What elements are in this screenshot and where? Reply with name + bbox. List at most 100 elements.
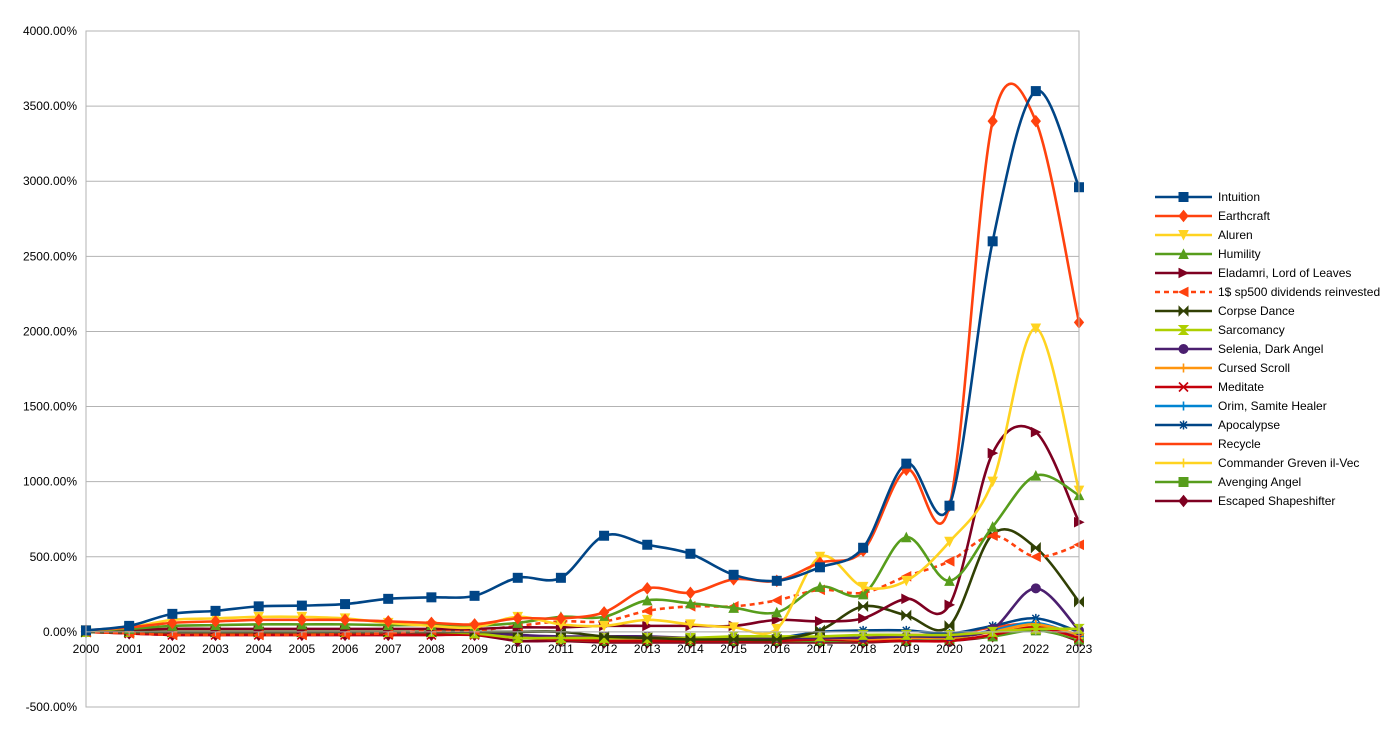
plot-area: [86, 31, 1079, 707]
legend-label: Avenging Angel: [1218, 475, 1301, 489]
legend-item: Humility: [1155, 247, 1261, 261]
data-point: [296, 613, 308, 627]
data-point: [944, 575, 955, 586]
data-point: [339, 613, 351, 627]
legend-item: Sarcomancy: [1155, 323, 1285, 337]
legend-item: Meditate: [1155, 380, 1264, 394]
data-point: [771, 633, 782, 646]
y-tick-label: 2500.00%: [23, 249, 77, 263]
legend-item: Orim, Samite Healer: [1155, 399, 1327, 413]
series-line: [85, 89, 1081, 632]
y-tick-label: -500.00%: [26, 700, 78, 714]
data-point: [555, 612, 567, 625]
legend-label: Sarcomancy: [1218, 323, 1285, 337]
data-point: [124, 620, 135, 631]
data-point: [900, 575, 912, 587]
legend-marker: [1179, 458, 1188, 468]
legend-item: Apocalypse: [1155, 418, 1280, 432]
y-tick-label: 2000.00%: [23, 324, 77, 338]
data-point: [642, 582, 653, 595]
legend-label: Commander Greven il-Vec: [1218, 456, 1359, 470]
legend-label: Eladamri, Lord of Leaves: [1218, 266, 1351, 280]
data-point: [685, 619, 696, 630]
legend-label: Humility: [1218, 247, 1261, 261]
x-tick-label: 2010: [504, 642, 531, 656]
data-point: [857, 588, 869, 600]
data-point: [512, 572, 523, 583]
data-point: [1030, 426, 1042, 438]
legend-label: Earthcraft: [1218, 209, 1271, 223]
legend-label: Escaped Shapeshifter: [1218, 494, 1335, 508]
x-tick-label: 2015: [720, 642, 747, 656]
data-point: [900, 531, 912, 543]
x-tick-label: 2000: [73, 642, 100, 656]
legend-item: Avenging Angel: [1155, 475, 1301, 489]
data-point: [1030, 583, 1041, 594]
data-point: [426, 616, 437, 630]
y-tick-label: 3000.00%: [23, 174, 77, 188]
data-point: [599, 530, 610, 541]
data-point: [641, 614, 653, 626]
data-point: [340, 599, 351, 610]
data-point: [469, 618, 480, 631]
data-point: [685, 633, 696, 646]
data-point: [642, 539, 653, 550]
legend-label: Orim, Samite Healer: [1218, 399, 1327, 413]
data-point: [641, 594, 653, 606]
x-tick-label: 2023: [1066, 642, 1093, 656]
data-point: [1030, 86, 1041, 97]
data-point: [944, 599, 956, 611]
data-point: [987, 447, 999, 459]
legend-marker: [1179, 363, 1188, 373]
legend-item: Cursed Scroll: [1155, 361, 1290, 375]
data-point: [987, 521, 998, 532]
data-point: [555, 572, 566, 583]
data-point: [987, 530, 998, 542]
axes: [85, 30, 1080, 708]
data-point: [685, 548, 696, 559]
legend-marker: [1178, 209, 1189, 223]
x-tick-label: 2016: [763, 642, 790, 656]
data-point: [901, 458, 912, 469]
x-tick-label: 2005: [289, 642, 316, 656]
legend-item: Corpse Dance: [1155, 304, 1295, 318]
x-tick-label: 2006: [332, 642, 359, 656]
legend-label: Meditate: [1218, 380, 1264, 394]
data-point: [814, 581, 826, 592]
data-point: [642, 632, 653, 644]
data-point: [167, 608, 178, 619]
x-tick-label: 2009: [461, 642, 488, 656]
legend-marker: [1178, 494, 1189, 508]
x-tick-label: 2003: [202, 642, 229, 656]
data-point: [728, 569, 739, 580]
x-tick-label: 2017: [807, 642, 834, 656]
legend-label: Intuition: [1218, 190, 1260, 204]
data-point: [944, 500, 955, 511]
data-point: [814, 616, 826, 627]
legend-label: Cursed Scroll: [1218, 361, 1290, 375]
legend: Intuition Earthcraft Aluren Humility Eladamr…: [1155, 190, 1380, 508]
data-point: [987, 236, 998, 247]
x-tick-label: 2001: [116, 642, 143, 656]
x-tick-label: 2007: [375, 642, 402, 656]
data-point: [210, 605, 221, 616]
x-tick-label: 2008: [418, 642, 445, 656]
data-point: [901, 593, 912, 605]
legend-marker: [1179, 401, 1188, 411]
legend-label: Apocalypse: [1218, 418, 1280, 432]
x-tick-label: 2004: [245, 642, 272, 656]
data-point: [1030, 470, 1042, 481]
data-point: [1030, 551, 1041, 563]
legend-marker: [1178, 477, 1189, 487]
x-tick-label: 2020: [936, 642, 963, 656]
data-point: [858, 542, 869, 553]
data-point: [426, 592, 437, 603]
data-point: [383, 593, 394, 604]
data-point: [1030, 542, 1041, 554]
x-tick-label: 2018: [850, 642, 877, 656]
legend-item: Eladamri, Lord of Leaves: [1155, 266, 1351, 280]
data-point: [253, 613, 264, 627]
x-tick-label: 2014: [677, 642, 704, 656]
y-tick-label: 0.00%: [43, 625, 77, 639]
